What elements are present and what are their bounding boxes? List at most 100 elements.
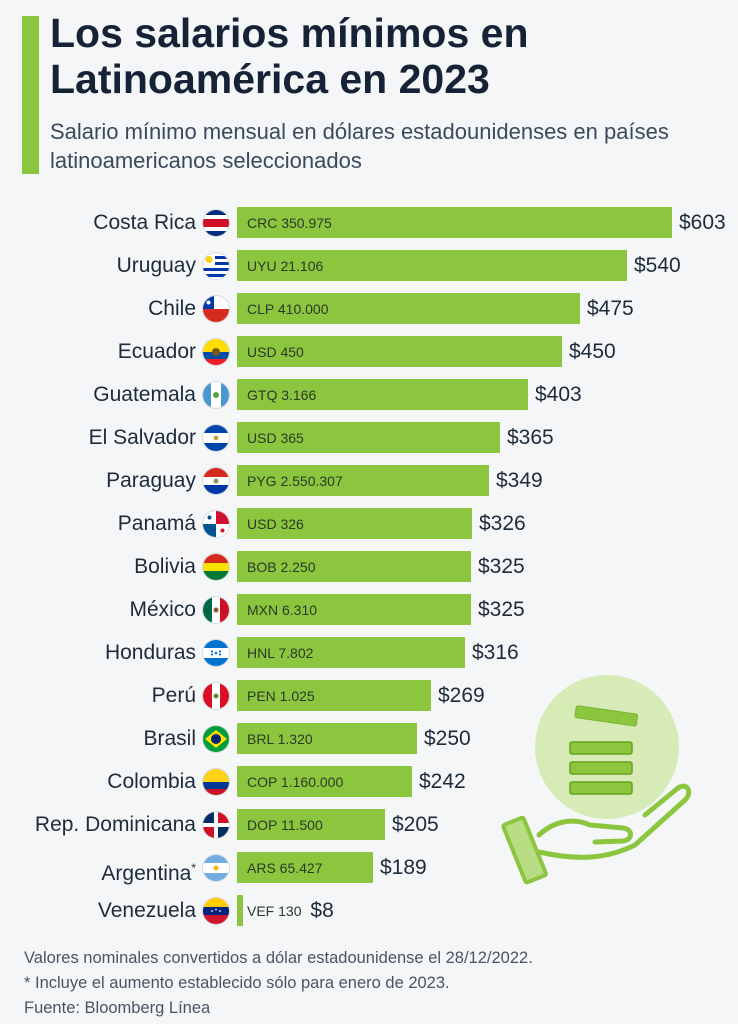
footer-note-conversion: Valores nominales convertidos a dólar es… — [24, 949, 533, 967]
value-label: $450 — [569, 340, 616, 363]
bar — [237, 895, 243, 926]
value-label: $365 — [507, 426, 554, 449]
value-label: $250 — [424, 727, 471, 750]
local-currency-label: CLP 410.000 — [247, 301, 329, 317]
local-currency-label: USD 450 — [247, 344, 304, 360]
bar-row: El Salvador USD 365 $365 — [0, 421, 738, 455]
category-label: Rep. Dominicana — [35, 811, 196, 839]
category-name: Honduras — [104, 641, 196, 664]
category-label: Guatemala — [93, 381, 196, 409]
footer-note-argentina: * Incluye el aumento establecido sólo pa… — [24, 974, 450, 992]
paraguay-flag-icon — [203, 468, 229, 494]
local-currency-label: ARS 65.427 — [247, 860, 323, 876]
category-name: Bolivia — [134, 555, 196, 578]
value-label: $325 — [478, 598, 525, 621]
brasil-flag-icon — [203, 726, 229, 752]
bar-row: Bolivia BOB 2.250 $325 — [0, 550, 738, 584]
value-label: $8 — [310, 899, 334, 922]
value-label: $242 — [419, 770, 466, 793]
bar — [237, 723, 417, 754]
category-name: Panamá — [117, 512, 196, 535]
local-currency-label: BRL 1.320 — [247, 731, 313, 747]
footnote-marker: * — [191, 861, 196, 875]
bar-row: Honduras HNL 7.802 $316 — [0, 636, 738, 670]
local-currency-label: USD 326 — [247, 516, 304, 532]
bar — [237, 293, 580, 324]
value-label: $325 — [478, 555, 525, 578]
category-label: Bolivia — [134, 553, 196, 581]
bar — [237, 680, 431, 711]
value-label: $269 — [438, 684, 485, 707]
bar — [237, 336, 562, 367]
mexico-flag-icon — [203, 597, 229, 623]
category-label: Perú — [152, 682, 196, 710]
bar — [237, 422, 500, 453]
category-name: Argentina — [101, 862, 192, 885]
local-currency-label: PEN 1.025 — [247, 688, 315, 704]
chart-title: Los salarios mínimos en Latinoamérica en… — [50, 10, 529, 102]
value-label: $540 — [634, 254, 681, 277]
category-name: México — [129, 598, 196, 621]
footer-source: Fuente: Bloomberg Línea — [24, 999, 211, 1017]
local-currency-label: MXN 6.310 — [247, 602, 318, 618]
category-label: Paraguay — [106, 467, 196, 495]
category-name: Paraguay — [106, 469, 196, 492]
category-name: Colombia — [107, 770, 196, 793]
bar-row: México MXN 6.310 $325 — [0, 593, 738, 627]
local-currency-label: UYU 21.106 — [247, 258, 324, 274]
local-currency-label: CRC 350.975 — [247, 215, 332, 231]
value-label: $603 — [679, 211, 726, 234]
value-label: $205 — [392, 813, 439, 836]
bar-row: Venezuela VEF 130 $8 — [0, 894, 738, 928]
local-currency-label: GTQ 3.166 — [247, 387, 317, 403]
value-label: $475 — [587, 297, 634, 320]
bar-row: Costa Rica CRC 350.975 $603 — [0, 206, 738, 240]
category-label: Argentina* — [101, 854, 196, 888]
ecuador-flag-icon — [203, 339, 229, 365]
bar — [237, 551, 471, 582]
guatemala-flag-icon — [203, 382, 229, 408]
local-currency-label: PYG 2.550.307 — [247, 473, 343, 489]
category-label: Brasil — [143, 725, 196, 753]
category-name: Uruguay — [116, 254, 196, 277]
local-currency-label: BOB 2.250 — [247, 559, 316, 575]
category-name: Rep. Dominicana — [34, 813, 196, 836]
value-label: $349 — [496, 469, 543, 492]
category-label: Colombia — [107, 768, 196, 796]
category-label: Venezuela — [98, 897, 196, 925]
bar-row: Brasil BRL 1.320 $250 — [0, 722, 738, 756]
bar-row: Colombia COP 1.160.000 $242 — [0, 765, 738, 799]
category-label: Panamá — [118, 510, 196, 538]
peru-flag-icon — [203, 683, 229, 709]
bar-row: Ecuador USD 450 $450 — [0, 335, 738, 369]
local-currency-label: DOP 11.500 — [247, 817, 323, 833]
category-label: México — [129, 596, 196, 624]
bar — [237, 207, 672, 238]
bar-row: Rep. Dominicana DOP 11.500 $205 — [0, 808, 738, 842]
category-label: Honduras — [105, 639, 196, 667]
bar — [237, 637, 465, 668]
uruguay-flag-icon — [203, 253, 229, 279]
category-name: Ecuador — [117, 340, 196, 363]
category-name: Chile — [148, 297, 196, 320]
value-label: $403 — [535, 383, 582, 406]
costa-rica-flag-icon — [203, 210, 229, 236]
category-name: El Salvador — [88, 426, 196, 449]
bar — [237, 852, 373, 883]
category-name: Venezuela — [97, 899, 196, 922]
local-currency-label: VEF 130 — [247, 903, 302, 919]
chart-subtitle: Salario mínimo mensual en dólares estado… — [50, 119, 669, 173]
bar-row: Guatemala GTQ 3.166 $403 — [0, 378, 738, 412]
bar — [237, 465, 489, 496]
bar — [237, 379, 528, 410]
value-label: $316 — [472, 641, 519, 664]
panama-flag-icon — [203, 511, 229, 537]
category-label: Costa Rica — [93, 209, 196, 237]
local-currency-label: USD 365 — [247, 430, 304, 446]
category-label: Uruguay — [117, 252, 196, 280]
footer-notes: Valores nominales convertidos a dólar es… — [24, 946, 724, 1021]
bar — [237, 508, 472, 539]
bar — [237, 809, 385, 840]
bar — [237, 594, 471, 625]
bar-row: Panamá USD 326 $326 — [0, 507, 738, 541]
